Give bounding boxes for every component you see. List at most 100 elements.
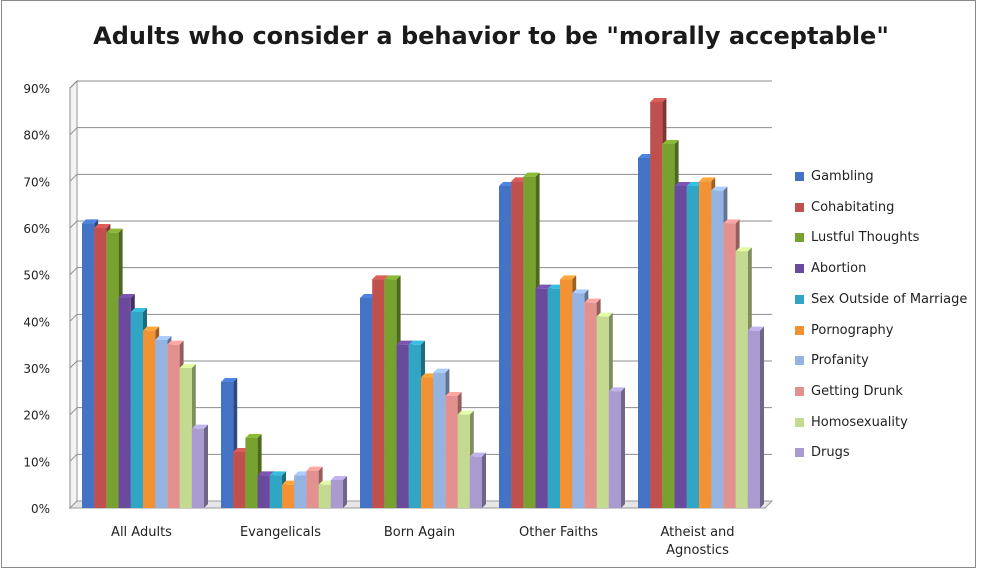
y-tick-label: 70%: [23, 175, 50, 189]
bar-top: [499, 182, 516, 186]
legend-label: Gambling: [811, 169, 874, 184]
bar-top: [608, 387, 625, 392]
legend-swatch: [795, 294, 804, 304]
legend-swatch: [795, 417, 804, 427]
side-wall: [69, 79, 78, 510]
bar-top: [155, 336, 172, 340]
y-tick-label: 50%: [23, 269, 50, 283]
bar-top: [469, 452, 486, 457]
legend-label: Drugs: [811, 445, 850, 461]
bar-cohabitating: [511, 181, 524, 509]
bar-pornography: [560, 279, 573, 508]
x-tick-label: All Adults: [111, 525, 172, 540]
bar-gambling: [499, 186, 512, 508]
bar-homosexuality: [596, 316, 609, 508]
bar-top: [674, 182, 691, 186]
bar-abortion: [535, 288, 548, 508]
y-tick-label: 10%: [23, 455, 50, 469]
legend-swatch: [795, 233, 804, 243]
bar-getting-drunk: [584, 302, 597, 508]
gridline-side: [69, 127, 78, 136]
gridline-side: [69, 453, 78, 462]
y-tick-label: 90%: [23, 82, 50, 96]
bar-lustful-thoughts: [245, 438, 258, 508]
bar-profanity: [572, 293, 585, 508]
bar-side: [760, 326, 764, 508]
bar-profanity: [294, 475, 307, 508]
bar-top: [535, 284, 552, 289]
bar-top: [118, 294, 135, 298]
bar-top: [360, 294, 377, 298]
x-tick-label: Other Faiths: [519, 525, 598, 540]
gridline-side: [69, 267, 78, 276]
y-tick-label: 80%: [23, 129, 50, 143]
x-tick-label: Born Again: [384, 525, 455, 540]
bar-cohabitating: [94, 228, 107, 508]
bar-lustful-thoughts: [662, 144, 675, 508]
bar-top: [650, 98, 667, 102]
bar-drugs: [747, 330, 760, 508]
y-tick-label: 60%: [23, 222, 50, 236]
bar-top: [330, 476, 347, 480]
bar-homosexuality: [318, 484, 331, 508]
legend-swatch: [795, 172, 804, 181]
legend-label: Pornography: [811, 322, 894, 338]
gridline-side: [69, 220, 78, 229]
bar-top: [511, 177, 528, 182]
x-tick-label: Evangelicals: [240, 525, 321, 540]
bar-sex-outside-of-marriage: [130, 312, 143, 508]
bar-lustful-thoughts: [106, 232, 119, 508]
bar-top: [191, 424, 208, 429]
bar-profanity: [155, 340, 168, 508]
legend-label: Sex Outside of Marriage: [811, 291, 968, 307]
bar-sex-outside-of-marriage: [686, 186, 699, 508]
legend-label: Lustful Thoughts: [811, 230, 920, 246]
bar-top: [82, 219, 99, 224]
gridline-side: [69, 407, 78, 416]
bar-top: [306, 466, 323, 471]
bar-top: [294, 471, 311, 476]
bar-homosexuality: [735, 251, 748, 509]
bar-getting-drunk: [306, 470, 319, 508]
bar-lustful-thoughts: [384, 279, 397, 508]
bar-abortion: [118, 298, 131, 508]
bar-top: [221, 378, 238, 382]
bar-top: [94, 224, 111, 228]
legend-swatch: [795, 386, 804, 396]
bar-homosexuality: [179, 368, 192, 508]
bar-top: [560, 275, 577, 280]
y-tick-label: 30%: [23, 362, 50, 376]
bar-top: [596, 312, 613, 317]
bar-top: [723, 219, 740, 224]
bar-top: [711, 186, 728, 191]
bar-sex-outside-of-marriage: [408, 344, 421, 508]
bar-top: [384, 275, 401, 280]
bar-top: [269, 471, 286, 476]
bar-pornography: [421, 377, 434, 508]
bar-top: [408, 340, 425, 345]
bar-sex-outside-of-marriage: [269, 475, 282, 508]
legend-swatch: [795, 325, 804, 335]
bar-top: [747, 326, 764, 331]
bar-abortion: [257, 475, 270, 508]
bar-top: [421, 373, 438, 378]
bar-gambling: [360, 298, 373, 508]
y-tick-label: 40%: [23, 315, 50, 329]
y-tick-label: 0%: [31, 502, 50, 516]
bar-cohabitating: [372, 279, 385, 508]
bar-top: [433, 368, 450, 373]
bar-gambling: [638, 158, 651, 508]
bar-top: [572, 289, 589, 294]
bar-top: [638, 154, 655, 158]
bar-top: [257, 471, 274, 476]
bar-drugs: [191, 428, 204, 508]
x-tick-label: Atheist and: [660, 525, 734, 540]
bar-top: [445, 392, 462, 396]
bar-drugs: [608, 391, 621, 508]
bar-profanity: [433, 372, 446, 508]
bar-top: [179, 364, 196, 368]
legend-label: Homosexuality: [811, 414, 908, 430]
legend-label: Getting Drunk: [811, 383, 903, 399]
bar-top: [318, 480, 335, 485]
